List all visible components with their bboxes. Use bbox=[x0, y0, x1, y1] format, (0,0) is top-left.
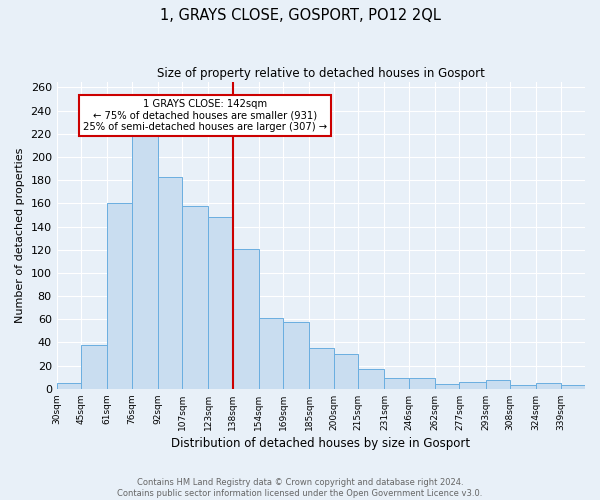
Title: Size of property relative to detached houses in Gosport: Size of property relative to detached ho… bbox=[157, 68, 485, 80]
Bar bbox=[158, 176, 182, 389]
Text: 1, GRAYS CLOSE, GOSPORT, PO12 2QL: 1, GRAYS CLOSE, GOSPORT, PO12 2QL bbox=[160, 8, 440, 22]
Bar bbox=[233, 248, 259, 389]
Bar bbox=[334, 354, 358, 389]
Bar bbox=[182, 206, 208, 389]
Bar bbox=[485, 380, 510, 389]
Bar bbox=[81, 345, 107, 389]
X-axis label: Distribution of detached houses by size in Gosport: Distribution of detached houses by size … bbox=[171, 437, 470, 450]
Bar bbox=[107, 204, 131, 389]
Bar bbox=[131, 136, 158, 389]
Bar bbox=[310, 348, 334, 389]
Bar bbox=[409, 378, 435, 389]
Bar bbox=[510, 386, 536, 389]
Bar bbox=[385, 378, 409, 389]
Bar bbox=[460, 382, 485, 389]
Bar bbox=[208, 218, 233, 389]
Bar bbox=[358, 369, 385, 389]
Bar bbox=[435, 384, 460, 389]
Bar bbox=[283, 322, 310, 389]
Bar bbox=[560, 386, 585, 389]
Y-axis label: Number of detached properties: Number of detached properties bbox=[15, 148, 25, 323]
Bar bbox=[56, 383, 81, 389]
Bar bbox=[536, 383, 560, 389]
Text: Contains HM Land Registry data © Crown copyright and database right 2024.
Contai: Contains HM Land Registry data © Crown c… bbox=[118, 478, 482, 498]
Bar bbox=[259, 318, 283, 389]
Text: 1 GRAYS CLOSE: 142sqm
← 75% of detached houses are smaller (931)
25% of semi-det: 1 GRAYS CLOSE: 142sqm ← 75% of detached … bbox=[83, 98, 326, 132]
